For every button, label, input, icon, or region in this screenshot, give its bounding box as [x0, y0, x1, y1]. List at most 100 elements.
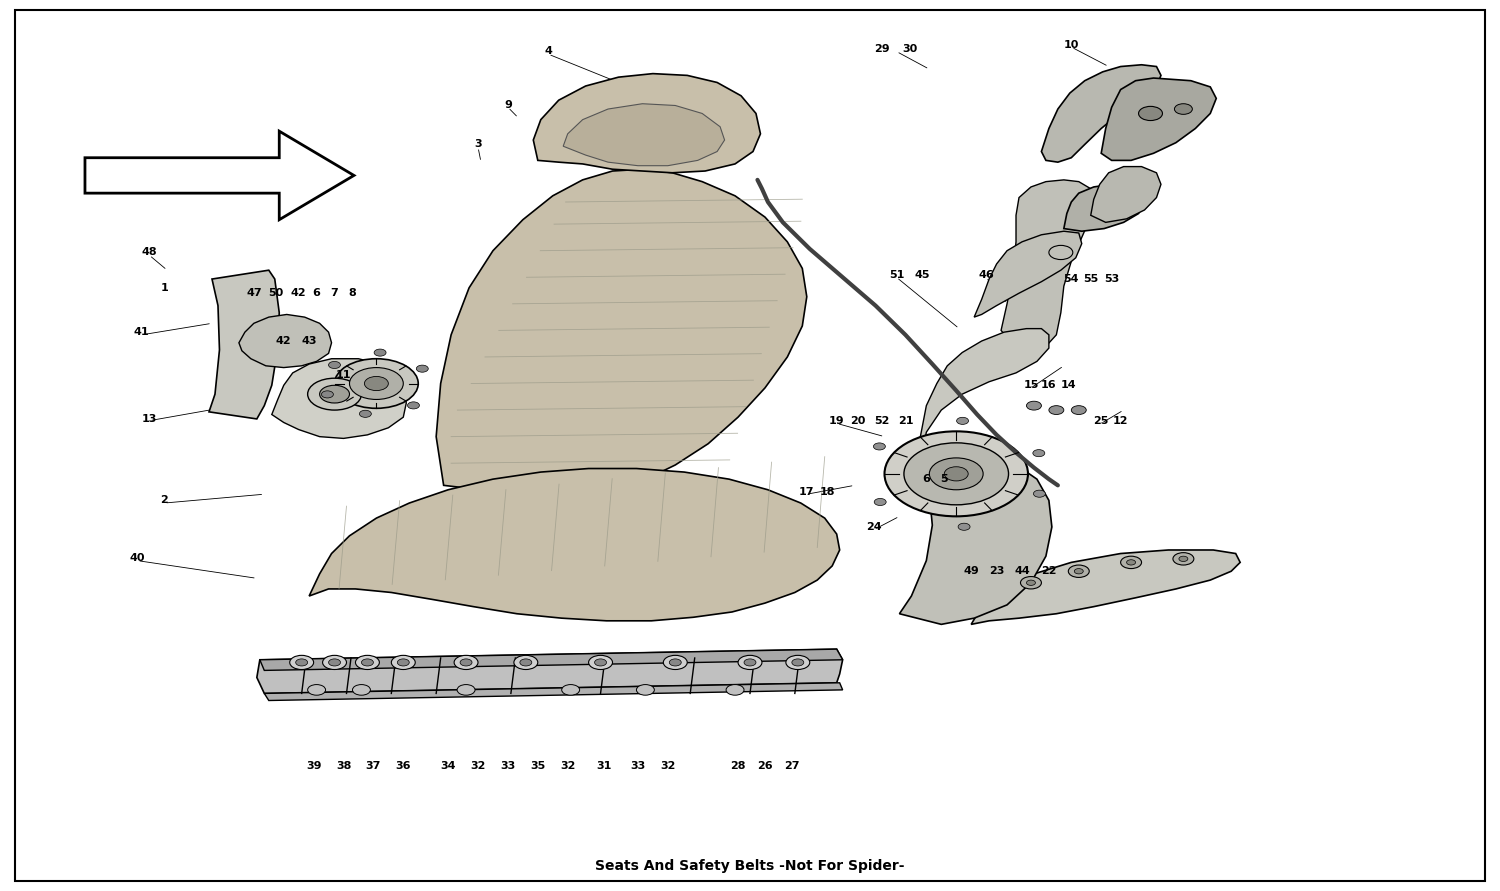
Text: 21: 21 — [897, 416, 914, 426]
Polygon shape — [272, 359, 406, 438]
Text: 32: 32 — [560, 761, 576, 771]
Text: 5: 5 — [940, 474, 948, 484]
Circle shape — [874, 498, 886, 505]
Circle shape — [296, 658, 307, 666]
Circle shape — [308, 684, 326, 695]
Text: 52: 52 — [874, 416, 890, 426]
Polygon shape — [562, 103, 724, 166]
Polygon shape — [290, 364, 399, 405]
Circle shape — [1034, 490, 1046, 497]
Text: 42: 42 — [276, 336, 291, 346]
Circle shape — [792, 658, 804, 666]
Circle shape — [334, 359, 418, 408]
Circle shape — [1120, 556, 1142, 568]
Text: 45: 45 — [914, 271, 930, 281]
Polygon shape — [1090, 167, 1161, 223]
Text: 28: 28 — [730, 761, 746, 771]
Circle shape — [1126, 560, 1136, 565]
Circle shape — [374, 349, 386, 356]
Polygon shape — [1000, 180, 1094, 348]
Polygon shape — [970, 550, 1240, 625]
Circle shape — [320, 385, 350, 403]
Text: 47: 47 — [246, 288, 261, 298]
Text: 46: 46 — [978, 271, 994, 281]
Circle shape — [636, 684, 654, 695]
Text: 11: 11 — [336, 370, 351, 380]
Circle shape — [514, 656, 538, 669]
Text: 16: 16 — [1041, 380, 1056, 390]
Circle shape — [669, 658, 681, 666]
Circle shape — [350, 368, 404, 399]
Circle shape — [328, 658, 340, 666]
Text: 15: 15 — [1023, 380, 1038, 390]
Circle shape — [364, 376, 388, 390]
Text: 20: 20 — [850, 416, 865, 426]
Text: 10: 10 — [1064, 40, 1078, 50]
Text: 14: 14 — [1060, 380, 1076, 390]
Text: 32: 32 — [471, 761, 486, 771]
Polygon shape — [900, 467, 1052, 625]
Text: 4: 4 — [544, 46, 552, 56]
Text: 18: 18 — [821, 486, 836, 496]
Text: 26: 26 — [758, 761, 772, 771]
Text: 30: 30 — [903, 44, 918, 53]
Text: 51: 51 — [890, 271, 904, 281]
Circle shape — [308, 378, 362, 410]
Text: 39: 39 — [306, 761, 321, 771]
Text: 2: 2 — [160, 495, 168, 505]
Circle shape — [454, 656, 478, 669]
Circle shape — [930, 458, 982, 490]
Text: 36: 36 — [396, 761, 411, 771]
Text: 49: 49 — [963, 567, 980, 576]
Circle shape — [360, 410, 372, 417]
Circle shape — [458, 684, 476, 695]
Circle shape — [352, 684, 370, 695]
Text: 27: 27 — [784, 761, 800, 771]
Circle shape — [398, 658, 410, 666]
Circle shape — [1026, 401, 1041, 410]
Circle shape — [1173, 552, 1194, 565]
Text: 50: 50 — [268, 288, 284, 298]
Circle shape — [1074, 568, 1083, 574]
Circle shape — [1071, 405, 1086, 414]
Text: 41: 41 — [134, 327, 150, 337]
Circle shape — [726, 684, 744, 695]
Circle shape — [1020, 576, 1041, 589]
Polygon shape — [1041, 65, 1161, 162]
Circle shape — [663, 656, 687, 669]
Text: 17: 17 — [800, 486, 814, 496]
Circle shape — [738, 656, 762, 669]
Circle shape — [885, 431, 1028, 517]
Text: 53: 53 — [1104, 274, 1119, 284]
Text: 22: 22 — [1041, 567, 1056, 576]
Text: 55: 55 — [1083, 274, 1098, 284]
Polygon shape — [534, 74, 760, 173]
Circle shape — [362, 658, 374, 666]
Circle shape — [1026, 580, 1035, 585]
Text: 6: 6 — [312, 288, 321, 298]
Polygon shape — [918, 329, 1048, 463]
Text: 31: 31 — [596, 761, 610, 771]
Circle shape — [873, 443, 885, 450]
Text: 37: 37 — [366, 761, 381, 771]
Text: 40: 40 — [129, 553, 146, 563]
Circle shape — [957, 417, 969, 424]
Circle shape — [958, 523, 970, 530]
Circle shape — [786, 656, 810, 669]
Text: 35: 35 — [530, 761, 546, 771]
Text: 42: 42 — [291, 288, 306, 298]
Circle shape — [945, 467, 968, 481]
Text: 7: 7 — [330, 288, 339, 298]
Circle shape — [588, 656, 612, 669]
Circle shape — [594, 658, 606, 666]
Circle shape — [1034, 450, 1046, 457]
Text: 44: 44 — [1014, 567, 1031, 576]
Circle shape — [904, 443, 1008, 505]
Polygon shape — [974, 232, 1082, 317]
Circle shape — [1138, 106, 1162, 120]
Text: 29: 29 — [873, 44, 889, 53]
Circle shape — [744, 658, 756, 666]
Circle shape — [321, 391, 333, 398]
Text: 24: 24 — [865, 522, 882, 532]
Text: 8: 8 — [348, 288, 357, 298]
